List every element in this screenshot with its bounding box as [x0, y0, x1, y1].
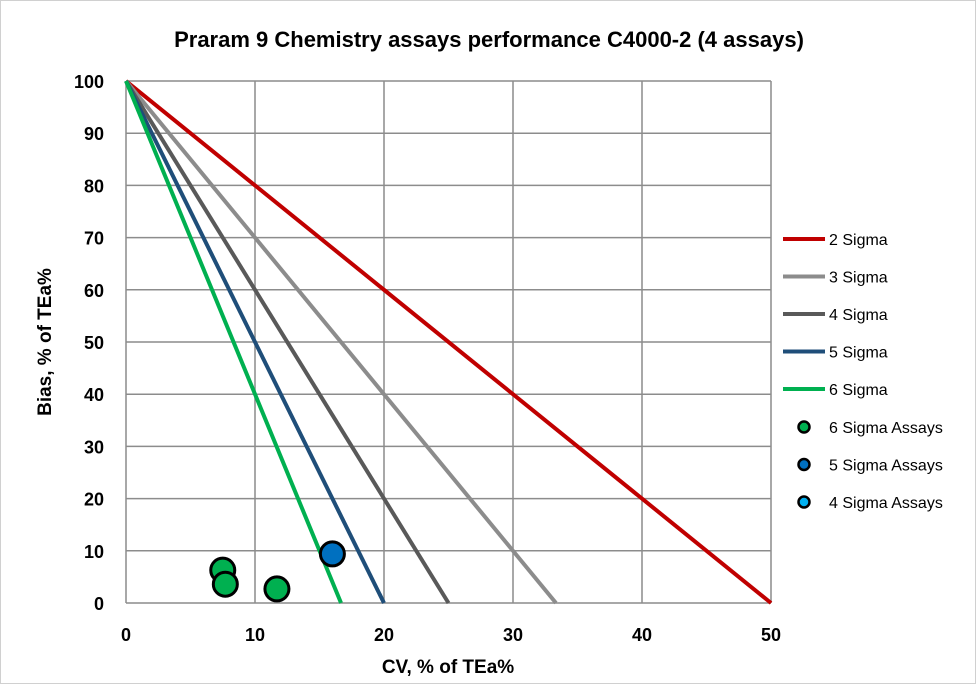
x-tick-label: 20	[374, 625, 394, 645]
legend-label: 3 Sigma	[829, 270, 888, 287]
y-tick-label: 30	[84, 437, 104, 457]
x-tick-label: 40	[632, 625, 652, 645]
sigma-line-3	[124, 79, 558, 605]
x-axis-label: CV, % of TEa%	[382, 657, 514, 678]
chart-title: Praram 9 Chemistry assays performance C4…	[174, 27, 804, 52]
sigma-line-4	[124, 79, 451, 605]
legend-label: 6 Sigma Assays	[829, 420, 943, 437]
legend-marker-swatch	[797, 495, 811, 509]
sigma-line-2	[124, 79, 773, 605]
x-tick-label: 50	[761, 625, 781, 645]
sigma-line-6	[124, 80, 343, 604]
legend-label: 4 Sigma Assays	[829, 495, 943, 512]
y-tick-label: 60	[84, 281, 104, 301]
y-tick-label: 100	[74, 72, 104, 92]
y-tick-label: 80	[84, 176, 104, 196]
assay-point	[263, 575, 291, 603]
assay-point	[211, 570, 239, 598]
y-tick-label: 50	[84, 333, 104, 353]
legend-label: 4 Sigma	[829, 307, 888, 324]
assay-point	[318, 540, 346, 568]
x-tick-label: 30	[503, 625, 523, 645]
sigma-line-5	[124, 80, 386, 604]
x-tick-label: 0	[121, 625, 131, 645]
y-tick-label: 0	[94, 594, 104, 614]
legend-label: 6 Sigma	[829, 382, 888, 399]
y-tick-label: 90	[84, 124, 104, 144]
y-tick-label: 40	[84, 385, 104, 405]
x-tick-label: 10	[245, 625, 265, 645]
legend-label: 5 Sigma	[829, 345, 888, 362]
y-tick-label: 10	[84, 542, 104, 562]
y-tick-label: 70	[84, 229, 104, 249]
legend-label: 2 Sigma	[829, 232, 888, 249]
legend-label: 5 Sigma Assays	[829, 458, 943, 475]
legend-marker-swatch	[797, 457, 811, 472]
legend-marker-swatch	[797, 420, 811, 434]
y-axis-label: Bias, % of TEa%	[35, 268, 56, 416]
y-tick-label: 20	[84, 490, 104, 510]
